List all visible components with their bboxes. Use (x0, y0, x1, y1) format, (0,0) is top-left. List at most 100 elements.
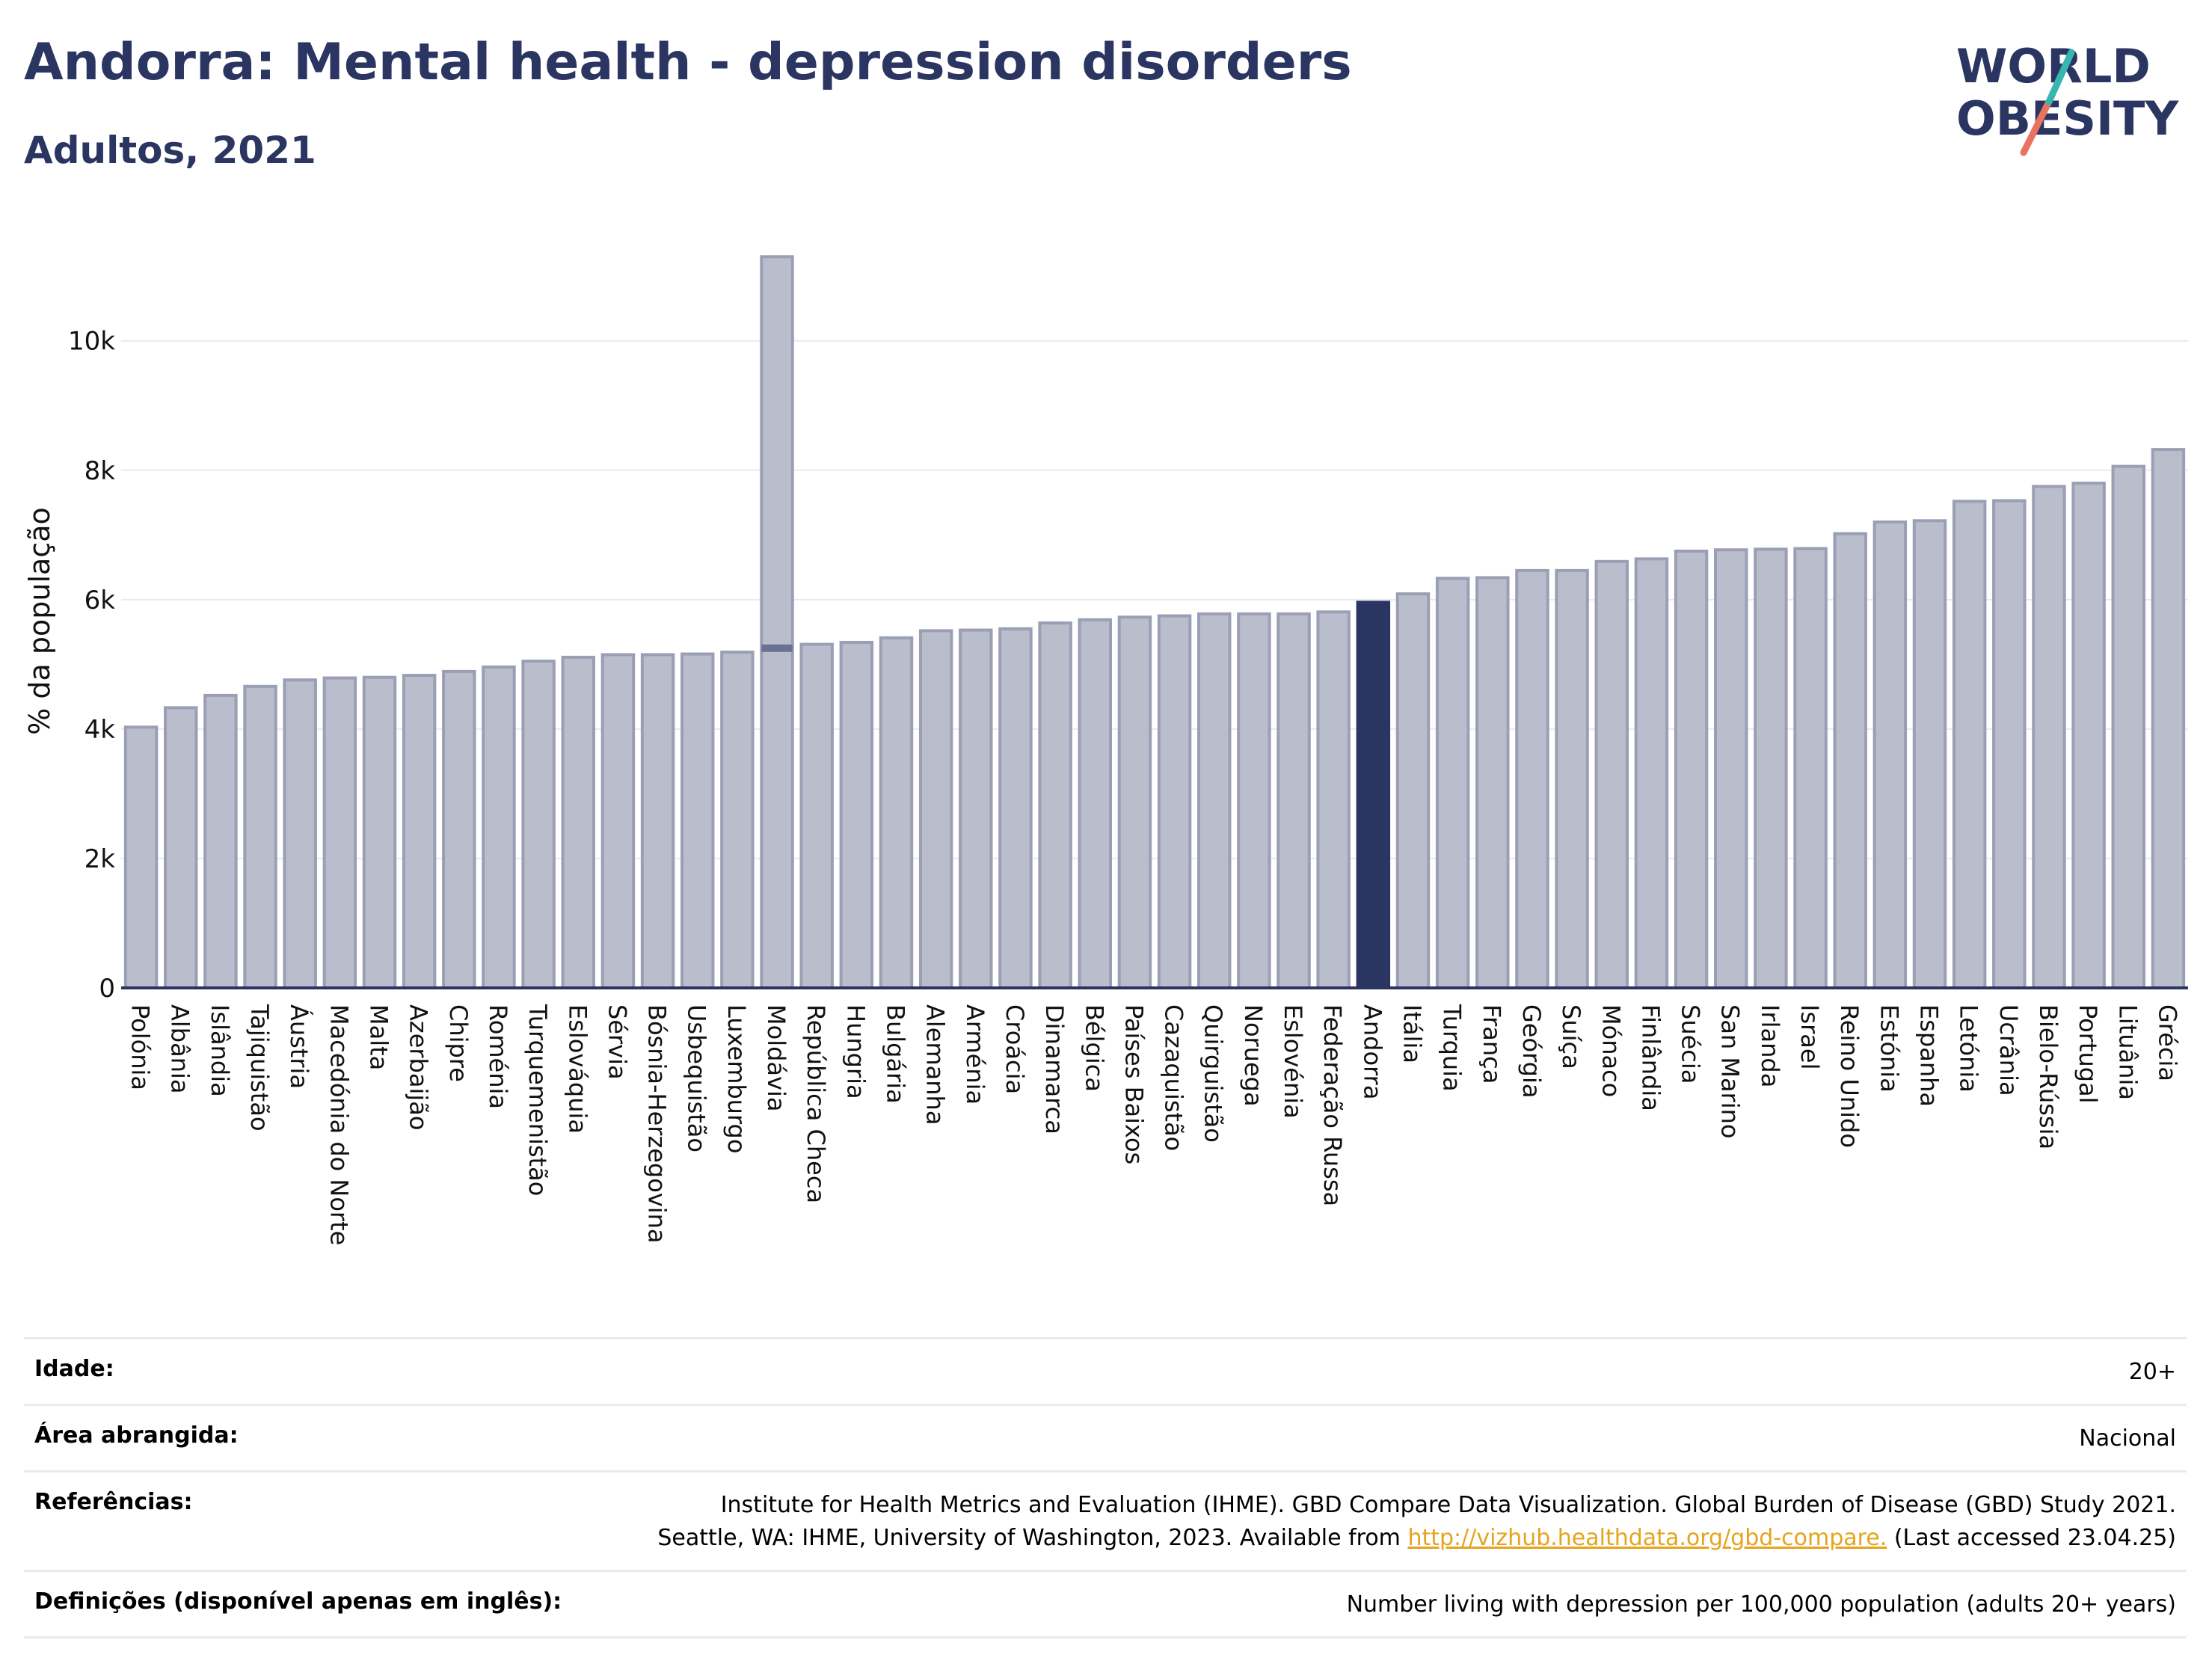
secondary-mark (761, 644, 793, 652)
y-tick-label: 4k (85, 715, 116, 745)
y-tick-label: 0 (99, 974, 115, 1004)
x-tick-label: Irlanda (1756, 1004, 1784, 1087)
x-tick-label: Cazaquistão (1160, 1004, 1188, 1151)
meta-row-definitions: Definições (disponível apenas em inglês)… (24, 1570, 2187, 1639)
x-tick-label: Países Baixos (1119, 1004, 1148, 1164)
meta-value-definitions: Number living with depression per 100,00… (1346, 1591, 2176, 1618)
x-tick-label: Islândia (206, 1004, 234, 1097)
bar (1714, 548, 1748, 989)
x-tick-label: Eslovénia (1279, 1004, 1307, 1119)
bar (283, 678, 317, 989)
bar (2111, 464, 2145, 989)
x-tick-label: Áustria (285, 1004, 313, 1089)
bar (561, 655, 595, 990)
bar (1157, 614, 1192, 989)
reference-link[interactable]: http://vizhub.healthdata.org/gbd-compare… (1407, 1525, 1887, 1551)
bar (760, 255, 794, 990)
x-tick-label: Reino Unido (1835, 1004, 1864, 1148)
bar (1594, 559, 1629, 989)
page-subtitle: Adultos, 2021 (24, 129, 316, 172)
x-tick-label: Bélgica (1080, 1004, 1108, 1092)
bar (1754, 547, 1788, 989)
bar (164, 706, 198, 989)
logo-slash-teal (2045, 49, 2075, 105)
bar (1833, 532, 1867, 989)
x-tick-label: Usbequistão (683, 1004, 711, 1152)
x-tick-label: Finlândia (1636, 1004, 1665, 1111)
bar (1356, 601, 1391, 989)
x-tick-label: Bulgária (882, 1004, 910, 1104)
x-tick-label: Hungria (841, 1004, 870, 1099)
x-tick-label: Quirguistão (1199, 1004, 1228, 1143)
x-tick-label: Polónia (126, 1004, 155, 1090)
meta-value-coverage: Nacional (2079, 1425, 2176, 1452)
x-tick-label: Suécia (1677, 1004, 1705, 1084)
bar (600, 653, 636, 989)
logo-word-2: OBESITY (1956, 91, 2179, 146)
meta-row-references: Referências: Institute for Health Metric… (24, 1470, 2187, 1570)
bar (482, 665, 516, 990)
bar (1992, 499, 2027, 989)
bar (1872, 521, 1908, 989)
meta-key-references: Referências: (34, 1489, 193, 1515)
x-tick-label: Mónaco (1597, 1004, 1625, 1097)
reference-line-2-end: (Last accessed 23.04.25) (1887, 1525, 2176, 1551)
x-tick-label: Alemanha (921, 1004, 950, 1125)
bar (1793, 547, 1828, 989)
x-tick-label: Espanha (1915, 1004, 1944, 1107)
bar (442, 669, 476, 989)
bar (1276, 612, 1311, 989)
x-tick-label: Suíça (1557, 1004, 1585, 1069)
bar (799, 642, 834, 989)
bar (1555, 568, 1589, 989)
x-tick-label: Eslováquia (563, 1004, 592, 1134)
bar (2151, 448, 2186, 989)
bar (681, 652, 715, 989)
bar (243, 684, 277, 989)
x-tick-label: França (1478, 1004, 1506, 1084)
bar (918, 629, 953, 989)
x-tick-label: Federação Russa (1318, 1004, 1347, 1206)
metadata-table: Idade: 20+ Área abrangida: Nacional Refe… (24, 1337, 2187, 1639)
bar (2071, 482, 2106, 989)
bar (2032, 485, 2066, 989)
meta-key-age: Idade: (34, 1356, 114, 1382)
page-title: Andorra: Mental health - depression diso… (24, 33, 1352, 92)
bar (839, 640, 874, 989)
x-tick-label: República Checa (802, 1004, 830, 1203)
x-tick-label: Macedónia do Norte (325, 1004, 353, 1245)
bar (1952, 500, 1987, 989)
x-tick-label: Turquia (1438, 1004, 1466, 1092)
x-tick-label: Andorra (1358, 1004, 1386, 1099)
y-axis-label: % da população (23, 507, 56, 735)
y-tick-label: 10k (68, 327, 115, 357)
x-tick-label: Estónia (1875, 1004, 1903, 1093)
bar-chart: 0 2k 4k 6k 8k 10k % da população Polónia Albânia… (23, 255, 2188, 1245)
meta-key-definitions: Definições (disponível apenas em inglês)… (34, 1588, 562, 1615)
y-tick-label: 6k (85, 586, 116, 615)
x-tick-label: Moldávia (762, 1004, 790, 1111)
x-tick-label: Bósnia-Herzegovina (643, 1004, 672, 1244)
meta-value-age: 20+ (2128, 1359, 2176, 1385)
bar (1912, 519, 1947, 989)
x-tick-label: Chipre (444, 1004, 473, 1082)
x-tick-label: Turquemenistão (523, 1004, 552, 1196)
x-tick-label: Albânia (166, 1004, 194, 1093)
bar (720, 650, 755, 989)
bar (1316, 610, 1351, 989)
y-tick-label: 2k (85, 844, 116, 874)
x-tick-label: Roménia (484, 1004, 512, 1109)
x-tick-label: Geórgia (1517, 1004, 1546, 1098)
bar (1515, 568, 1549, 989)
x-tick-label: Sérvia (603, 1004, 631, 1080)
x-tick-label: San Marino (1716, 1004, 1745, 1139)
y-tick-label: 8k (85, 456, 116, 486)
bar (123, 725, 159, 989)
bar (640, 653, 675, 989)
meta-row-coverage: Área abrangida: Nacional (24, 1404, 2187, 1470)
bar (322, 676, 357, 989)
bar (1674, 549, 1709, 989)
x-tick-label: Itália (1398, 1004, 1427, 1063)
bar (1078, 618, 1112, 989)
bar (402, 674, 437, 989)
